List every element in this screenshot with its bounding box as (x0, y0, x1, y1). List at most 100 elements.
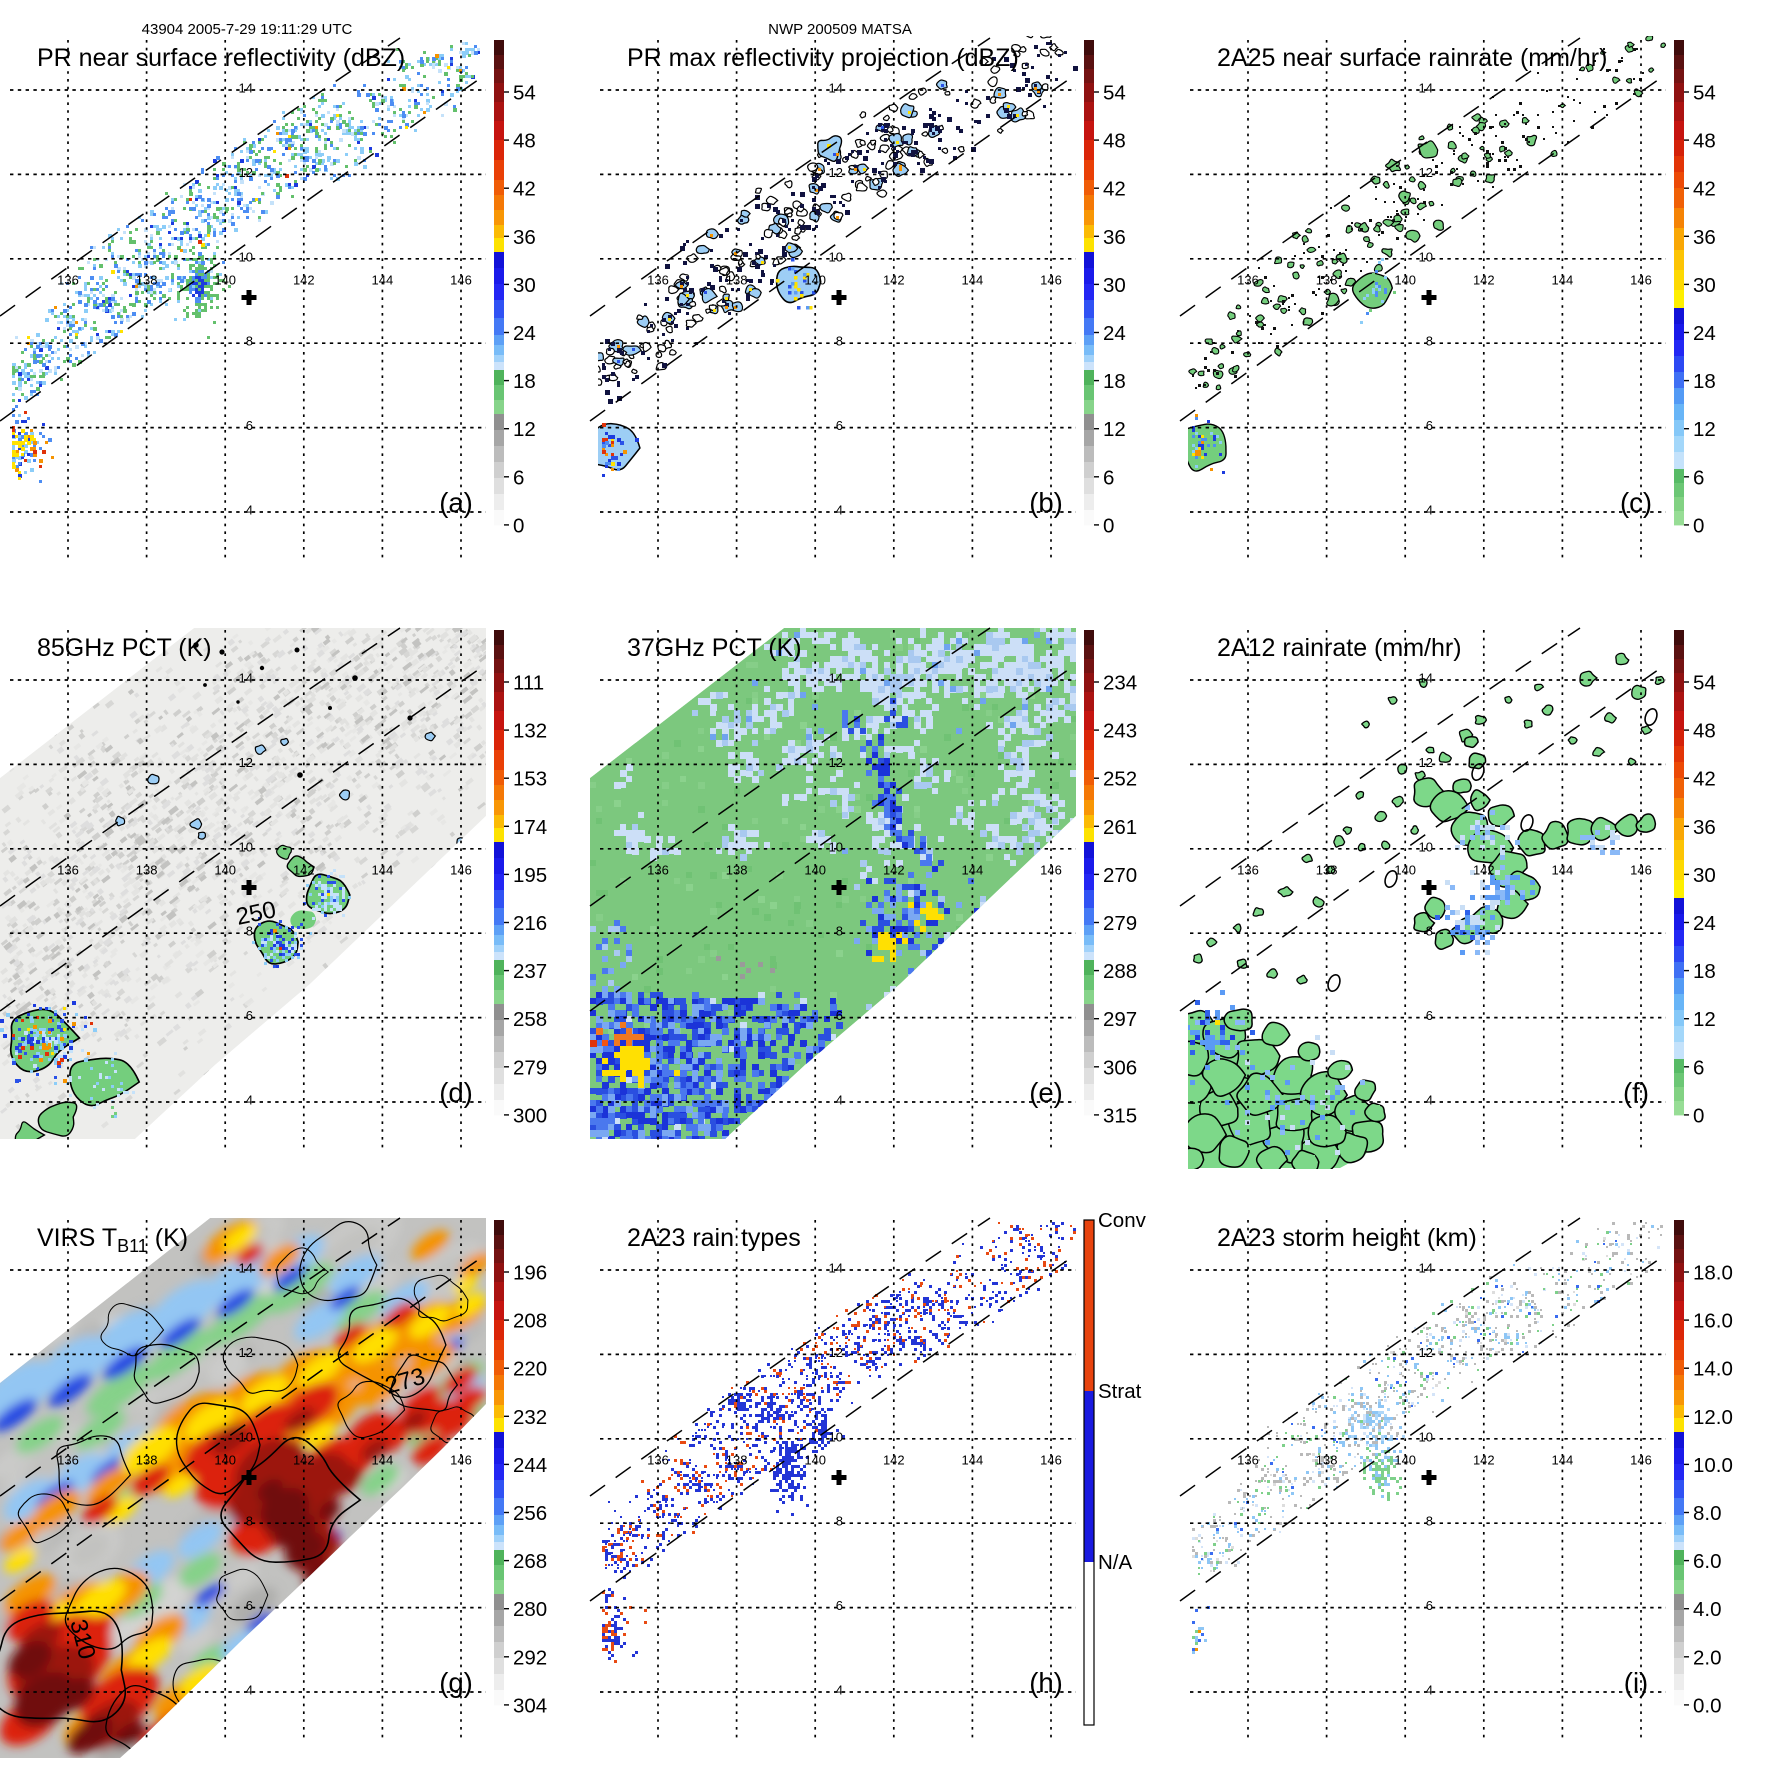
svg-text:30: 30 (1693, 274, 1716, 297)
svg-text:12: 12 (1693, 418, 1716, 441)
svg-text:12: 12 (239, 1345, 253, 1360)
svg-text:6: 6 (1693, 1056, 1704, 1079)
svg-text:144: 144 (372, 273, 394, 288)
svg-text:144: 144 (1552, 1453, 1574, 1468)
svg-text:6: 6 (836, 1598, 843, 1613)
svg-text:6.0: 6.0 (1693, 1550, 1722, 1573)
svg-text:144: 144 (962, 1453, 984, 1468)
svg-text:138: 138 (136, 273, 158, 288)
svg-text:8: 8 (246, 1514, 253, 1529)
svg-text:14: 14 (1419, 1261, 1433, 1276)
svg-text:244: 244 (513, 1454, 547, 1477)
svg-text:280: 280 (513, 1598, 547, 1621)
svg-text:4: 4 (1426, 1683, 1433, 1698)
svg-text:10: 10 (1419, 249, 1433, 264)
svg-text:138: 138 (726, 863, 748, 878)
svg-text:NWP 200509 MATSA: NWP 200509 MATSA (768, 21, 912, 38)
svg-text:48: 48 (1693, 720, 1716, 743)
svg-text:24: 24 (513, 322, 536, 345)
svg-text:18: 18 (1693, 370, 1716, 393)
svg-text:10: 10 (829, 1429, 843, 1444)
svg-text:14: 14 (1419, 81, 1433, 96)
svg-text:85GHz PCT (K): 85GHz PCT (K) (37, 634, 212, 662)
svg-text:140: 140 (214, 863, 236, 878)
svg-text:30: 30 (513, 274, 536, 297)
svg-text:VIRS TB11 (K): VIRS TB11 (K) (37, 1224, 188, 1256)
svg-text:18: 18 (1693, 960, 1716, 983)
svg-text:279: 279 (513, 1056, 547, 1079)
svg-text:6: 6 (1693, 466, 1704, 489)
svg-text:142: 142 (883, 863, 905, 878)
svg-text:12: 12 (513, 418, 536, 441)
svg-text:144: 144 (1552, 863, 1574, 878)
svg-text:PR max reflectivity projection: PR max reflectivity projection (dBZ) (627, 44, 1019, 72)
svg-text:174: 174 (513, 816, 547, 839)
svg-text:42: 42 (1693, 178, 1716, 201)
svg-text:14: 14 (1419, 671, 1433, 686)
svg-text:8: 8 (836, 334, 843, 349)
svg-text:6: 6 (1426, 1008, 1433, 1023)
svg-text:8: 8 (1426, 1514, 1433, 1529)
svg-text:146: 146 (1630, 273, 1652, 288)
svg-text:140: 140 (804, 863, 826, 878)
svg-text:2A25 near surface rainrate (mm: 2A25 near surface rainrate (mm/hr) (1217, 44, 1607, 72)
svg-text:Strat: Strat (1098, 1380, 1142, 1403)
svg-text:10: 10 (239, 249, 253, 264)
svg-text:279: 279 (1103, 912, 1137, 935)
svg-text:(f): (f) (1623, 1077, 1649, 1108)
svg-text:6: 6 (246, 1598, 253, 1613)
svg-text:16.0: 16.0 (1693, 1310, 1733, 1333)
svg-text:30: 30 (1693, 864, 1716, 887)
svg-text:258: 258 (513, 1008, 547, 1031)
svg-text:8: 8 (246, 924, 253, 939)
svg-text:PR near surface reflectivity (: PR near surface reflectivity (dBZ) (37, 44, 405, 72)
svg-text:6: 6 (1426, 1598, 1433, 1613)
svg-text:136: 136 (1237, 1453, 1259, 1468)
svg-text:146: 146 (1040, 1453, 1062, 1468)
svg-text:136: 136 (1237, 863, 1259, 878)
svg-text:24: 24 (1693, 322, 1716, 345)
svg-text:142: 142 (293, 1453, 315, 1468)
svg-text:256: 256 (513, 1502, 547, 1525)
svg-text:6: 6 (1426, 418, 1433, 433)
svg-text:12: 12 (239, 755, 253, 770)
svg-text:136: 136 (647, 273, 669, 288)
svg-text:4: 4 (836, 1683, 843, 1698)
svg-text:48: 48 (1103, 130, 1126, 153)
svg-text:6: 6 (836, 1008, 843, 1023)
svg-text:12: 12 (829, 165, 843, 180)
svg-text:138: 138 (1316, 1453, 1338, 1468)
svg-text:10: 10 (239, 839, 253, 854)
svg-text:142: 142 (293, 273, 315, 288)
svg-text:136: 136 (57, 1453, 79, 1468)
svg-text:4: 4 (836, 1093, 843, 1108)
svg-text:8: 8 (1426, 334, 1433, 349)
svg-text:6: 6 (836, 418, 843, 433)
svg-text:196: 196 (513, 1262, 547, 1285)
svg-text:12: 12 (1419, 1345, 1433, 1360)
svg-text:(g): (g) (439, 1667, 473, 1698)
svg-text:136: 136 (647, 1453, 669, 1468)
svg-text:(i): (i) (1624, 1667, 1648, 1698)
svg-text:8: 8 (1426, 924, 1433, 939)
svg-text:6: 6 (246, 1008, 253, 1023)
svg-text:208: 208 (513, 1310, 547, 1333)
svg-text:12: 12 (239, 165, 253, 180)
svg-text:4.0: 4.0 (1693, 1598, 1722, 1621)
svg-text:138: 138 (726, 273, 748, 288)
svg-text:14: 14 (239, 1261, 253, 1276)
svg-text:30: 30 (1103, 274, 1126, 297)
svg-text:136: 136 (1237, 273, 1259, 288)
svg-text:140: 140 (1394, 273, 1416, 288)
svg-text:54: 54 (513, 82, 536, 105)
svg-text:144: 144 (372, 1453, 394, 1468)
svg-text:252: 252 (1103, 768, 1137, 791)
svg-text:36: 36 (1693, 226, 1716, 249)
svg-text:142: 142 (293, 863, 315, 878)
svg-text:6: 6 (246, 418, 253, 433)
svg-text:138: 138 (1316, 273, 1338, 288)
svg-text:315: 315 (1103, 1104, 1137, 1127)
svg-text:0: 0 (513, 514, 524, 537)
svg-text:54: 54 (1103, 82, 1126, 105)
svg-text:54: 54 (1693, 672, 1716, 695)
